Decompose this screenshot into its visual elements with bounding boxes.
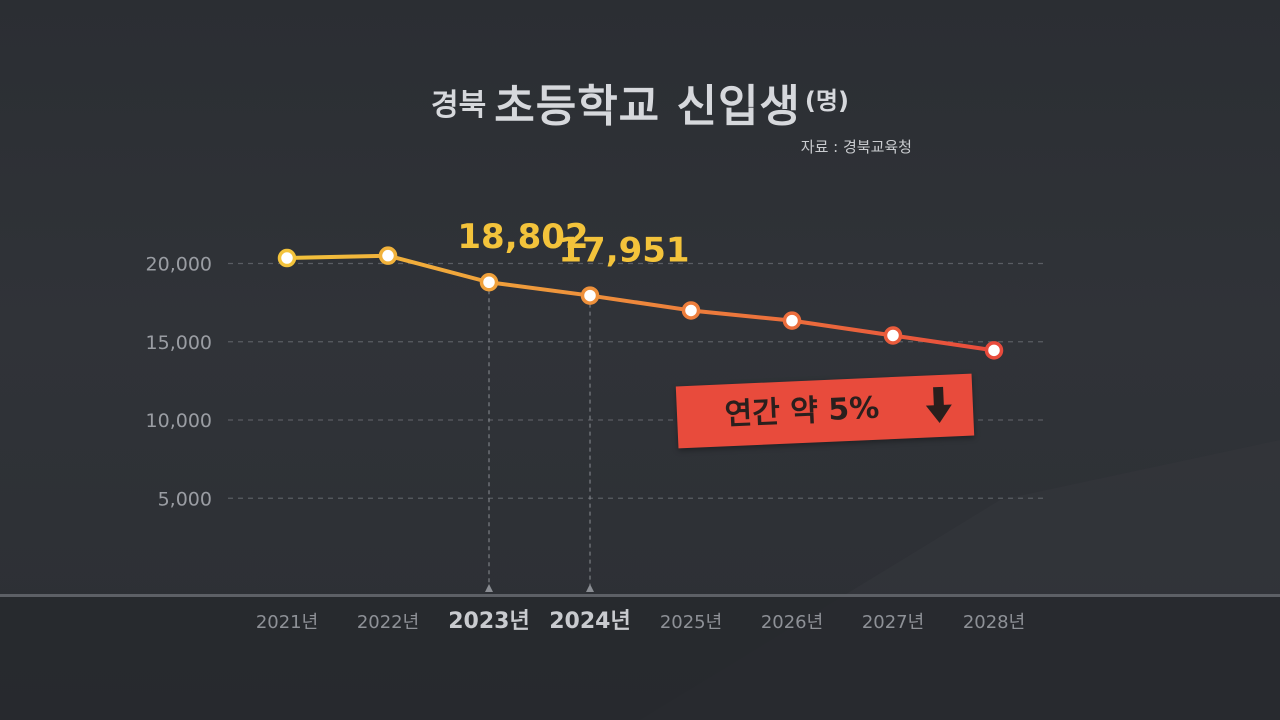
source-note: 자료 : 경북교육청 xyxy=(800,138,912,156)
title-region: 경북 xyxy=(431,88,487,123)
x-tick-label: 2027년 xyxy=(862,612,924,633)
down-arrow-icon xyxy=(925,386,952,424)
chart-title: 경북 초등학교 신입생 (명) xyxy=(0,70,1280,134)
x-tick-label: 2022년 xyxy=(357,612,419,633)
data-point xyxy=(883,326,903,345)
x-tick-label: 2024년 xyxy=(549,609,630,634)
data-label: 17,951 xyxy=(558,231,689,271)
title-main: 초등학교 신입생 xyxy=(494,81,801,132)
y-tick-label: 5,000 xyxy=(158,488,212,510)
y-tick-label: 15,000 xyxy=(146,332,212,354)
y-tick-label: 10,000 xyxy=(146,410,212,432)
x-tick-label: 2026년 xyxy=(761,612,823,633)
data-point xyxy=(580,286,600,305)
highlight-guide-marker xyxy=(485,584,493,592)
data-point xyxy=(681,301,701,320)
series-line xyxy=(285,253,996,353)
x-tick-label: 2023년 xyxy=(448,609,529,634)
data-point xyxy=(479,272,499,292)
highlight-guide-marker xyxy=(586,584,594,592)
data-label: 18,802 xyxy=(457,217,588,257)
x-tick-label: 2025년 xyxy=(660,612,722,633)
x-tick-label: 2021년 xyxy=(256,612,318,633)
x-tick-label: 2028년 xyxy=(963,612,1025,633)
data-point xyxy=(782,311,802,330)
y-tick-label: 20,000 xyxy=(146,254,212,276)
data-point xyxy=(984,341,1004,360)
data-point xyxy=(378,246,398,265)
title-unit: (명) xyxy=(804,87,849,115)
annual-decline-badge: 연간 약 5% xyxy=(675,373,975,449)
data-point xyxy=(277,248,297,268)
badge-text: 연간 약 5% xyxy=(723,390,881,433)
